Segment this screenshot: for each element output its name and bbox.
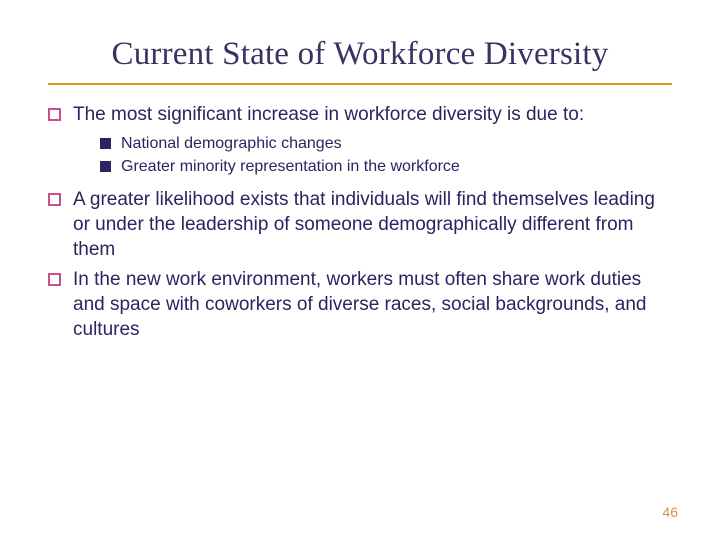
bullet-text: A greater likelihood exists that individ… [73,188,672,262]
hollow-square-icon [48,193,61,206]
sub-bullet-list: National demographic changes Greater min… [100,134,672,179]
sub-bullet-text: Greater minority representation in the w… [121,157,672,178]
hollow-square-icon [48,108,61,121]
bullet-item: In the new work environment, workers mus… [48,268,672,342]
sub-bullet-item: National demographic changes [100,134,672,155]
bullet-text: The most significant increase in workfor… [73,103,672,128]
bullet-item: The most significant increase in workfor… [48,103,672,128]
bullet-text: In the new work environment, workers mus… [73,268,672,342]
sub-bullet-text: National demographic changes [121,134,672,155]
slide-title: Current State of Workforce Diversity [48,36,672,85]
filled-square-icon [100,161,111,172]
bullet-item: A greater likelihood exists that individ… [48,188,672,262]
sub-bullet-item: Greater minority representation in the w… [100,157,672,178]
page-number: 46 [662,504,678,520]
slide-content: The most significant increase in workfor… [48,103,672,342]
slide: Current State of Workforce Diversity The… [0,0,720,540]
filled-square-icon [100,138,111,149]
hollow-square-icon [48,273,61,286]
